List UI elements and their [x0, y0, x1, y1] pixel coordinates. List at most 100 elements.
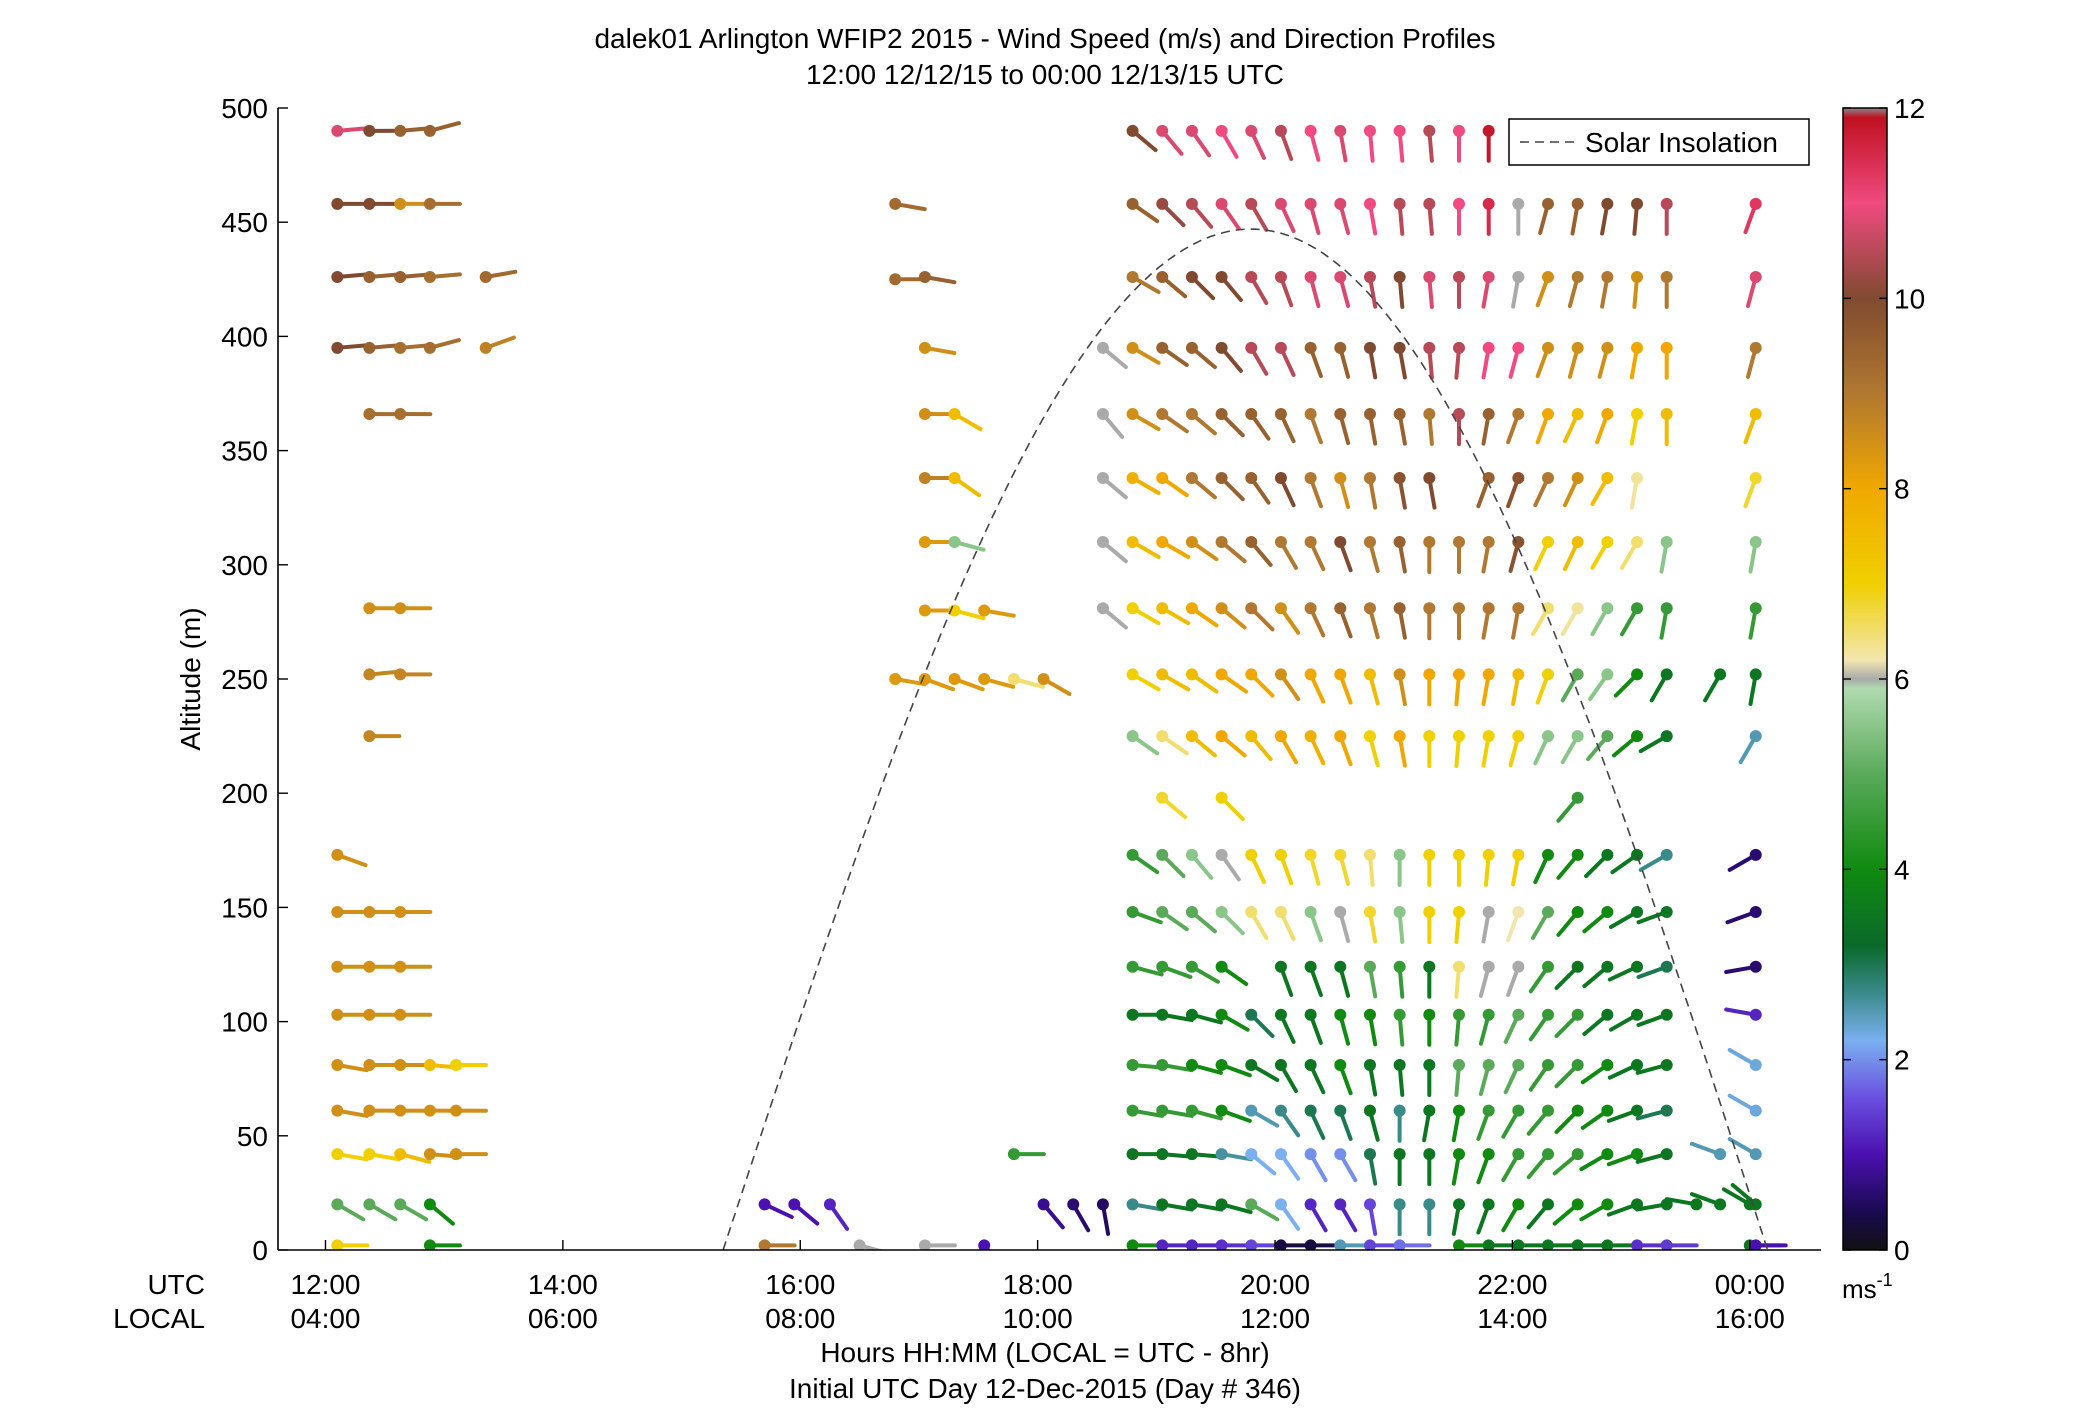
- wind-barb: [1156, 730, 1189, 756]
- wind-barb: [1563, 535, 1584, 572]
- wind-barb-dot: [1542, 1104, 1555, 1117]
- wind-barb: [1506, 960, 1525, 997]
- wind-barb-dot: [1423, 1198, 1436, 1211]
- wind-barb-dot: [450, 1058, 463, 1071]
- wind-barb: [1334, 668, 1353, 705]
- wind-barb: [1156, 1058, 1194, 1073]
- colorbar-unit-base: ms: [1842, 1274, 1877, 1304]
- wind-barb-dot: [1393, 1198, 1406, 1211]
- wind-barb: [1126, 535, 1161, 559]
- wind-barb-dot: [1156, 197, 1169, 210]
- wind-barb-dot: [1126, 472, 1139, 485]
- wind-barb: [1126, 408, 1161, 432]
- wind-barb-dot: [1571, 1148, 1584, 1161]
- wind-barb: [1743, 408, 1762, 445]
- wind-barb-dot: [1274, 124, 1287, 137]
- wind-barb-dot: [1542, 1008, 1555, 1021]
- wind-barb-dot: [1512, 408, 1525, 421]
- wind-barb-dot: [1423, 1148, 1436, 1161]
- wind-barb: [1215, 1008, 1250, 1032]
- wind-barb-dot: [1274, 1058, 1287, 1071]
- y-tick-label: 50: [237, 1121, 268, 1152]
- wind-barb-dot: [1363, 271, 1376, 284]
- wind-barb: [1606, 1148, 1644, 1167]
- wind-barb: [1156, 791, 1188, 820]
- wind-barb-dot: [1749, 602, 1762, 615]
- wind-barb-dot: [1156, 1239, 1169, 1250]
- wind-barb-dot: [1274, 602, 1287, 615]
- wind-barb-dot: [1631, 1239, 1644, 1250]
- wind-barb-dot: [394, 1058, 407, 1071]
- wind-barb-dot: [1571, 602, 1584, 615]
- wind-barb-dot: [1245, 535, 1258, 548]
- wind-barb-dot: [1749, 341, 1762, 354]
- wind-barb-dot: [1423, 602, 1436, 615]
- wind-barb-dot: [1482, 535, 1495, 548]
- wind-barb: [1215, 848, 1241, 882]
- wind-barb: [1126, 124, 1158, 153]
- wind-barb: [758, 1198, 794, 1219]
- wind-barb: [1727, 1048, 1762, 1071]
- wind-barb: [1600, 271, 1614, 309]
- wind-barb: [331, 271, 370, 284]
- wind-barb: [1481, 602, 1495, 640]
- wind-barb: [1526, 1198, 1555, 1230]
- wind-barb-dot: [1363, 960, 1376, 973]
- wind-barb-dot: [1245, 1104, 1258, 1117]
- wind-barb: [1660, 271, 1673, 309]
- wind-barb: [1156, 535, 1191, 559]
- wind-barb-dot: [363, 730, 376, 743]
- wind-barb-dot: [423, 1148, 436, 1161]
- wind-barb-dot: [1631, 1104, 1644, 1117]
- wind-barb: [1007, 1148, 1046, 1161]
- wind-barb-dot: [978, 673, 991, 685]
- wind-barb-dot: [1334, 1239, 1347, 1250]
- wind-barb-dot: [1215, 668, 1228, 681]
- wind-barb-dot: [331, 1198, 344, 1211]
- colorbar-tick-label: 12: [1894, 93, 1925, 124]
- wind-barb-dot: [1714, 1148, 1727, 1161]
- x-tick-label-utc: 20:00: [1240, 1269, 1310, 1300]
- wind-barb: [1363, 905, 1378, 944]
- wind-barb: [1659, 535, 1673, 574]
- wind-barb: [1185, 197, 1214, 229]
- wind-barb: [331, 1008, 370, 1021]
- wind-barb: [1304, 341, 1323, 378]
- wind-barb: [1556, 848, 1584, 880]
- colorbar-unit-label: ms-1: [1842, 1270, 1893, 1304]
- wind-barb-dot: [1512, 848, 1525, 861]
- wind-barb-dot: [1542, 668, 1555, 681]
- colorbar-tick-label: 0: [1894, 1235, 1910, 1266]
- wind-barb-dot: [1714, 668, 1727, 681]
- y-tick-label: 400: [221, 321, 268, 352]
- y-tick-label: 500: [221, 93, 268, 124]
- wind-barb-dot: [1601, 1239, 1614, 1250]
- wind-barb-dot: [1601, 341, 1614, 354]
- wind-barb: [1393, 668, 1407, 706]
- wind-barb-dot: [1393, 408, 1406, 421]
- wind-barb: [1508, 730, 1525, 768]
- wind-barb-dot: [1096, 602, 1109, 615]
- wind-barb-dot: [1393, 1058, 1406, 1071]
- wind-barb: [1245, 730, 1273, 762]
- wind-barb-dot: [1185, 1008, 1198, 1021]
- wind-barb-dot: [1571, 905, 1584, 918]
- wind-barb: [1245, 271, 1269, 305]
- wind-barb: [1274, 271, 1294, 308]
- wind-barb: [1334, 1008, 1351, 1046]
- wind-barb: [1334, 905, 1351, 943]
- wind-barb: [1363, 848, 1376, 887]
- wind-barb: [1563, 472, 1584, 508]
- wind-barb-dot: [1215, 535, 1228, 548]
- wind-barb: [1535, 668, 1555, 705]
- wind-barb-dot: [1245, 905, 1258, 918]
- wind-barb: [1538, 197, 1555, 235]
- wind-barb: [1363, 960, 1378, 999]
- wind-barb: [758, 1239, 797, 1250]
- wind-barb-dot: [948, 535, 961, 548]
- wind-barb: [1423, 535, 1436, 574]
- wind-barb: [1274, 124, 1294, 161]
- wind-barb: [1511, 271, 1525, 309]
- wind-barb: [1481, 341, 1495, 380]
